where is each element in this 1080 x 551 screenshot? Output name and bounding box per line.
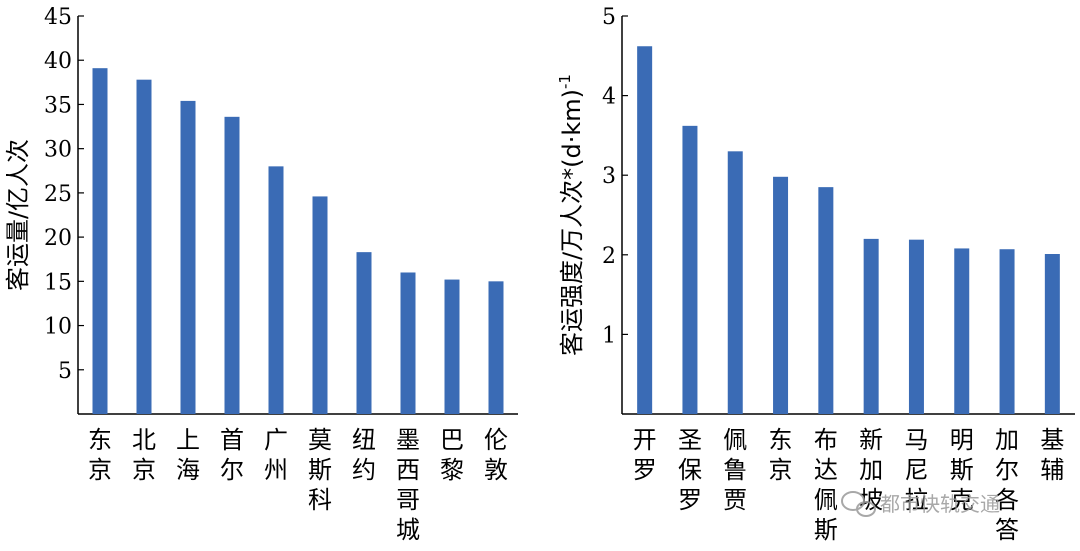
bar-6 [312, 196, 328, 414]
x-category-label: 伦敦 [484, 426, 508, 484]
y-axis-title: 客运量/亿人次 [4, 139, 32, 291]
bar-9 [999, 249, 1015, 414]
x-category-label: 加尔各答 [995, 426, 1019, 544]
y-tick-label: 1 [602, 323, 616, 348]
bar-3 [727, 151, 743, 414]
y-tick-label: 45 [44, 5, 72, 30]
x-category-label: 东京 [88, 426, 112, 484]
wechat-icon [841, 491, 876, 517]
y-axis-title: 客运强度/万人次*(d·km)-1 [556, 74, 586, 356]
x-category-label: 首尔 [220, 426, 244, 484]
bar-6 [863, 238, 879, 414]
x-category-label: 圣保罗 [678, 426, 702, 514]
y-tick-label: 2 [602, 244, 616, 269]
y-tick-label: 25 [44, 182, 72, 207]
bar-1 [92, 68, 108, 414]
y-axis-title-text: 客运量/亿人次 [4, 139, 32, 291]
x-category-label: 北京 [132, 426, 156, 484]
x-category-label: 佩鲁贾 [723, 426, 747, 514]
y-tick-label: 10 [44, 315, 72, 340]
x-category-label: 明斯克 [950, 426, 974, 514]
y-axis-title-text: 客运强度/万人次*(d·km) [558, 89, 586, 356]
bar-4 [773, 176, 789, 414]
y-tick-label: 15 [44, 270, 72, 295]
x-category-label: 莫斯科 [308, 426, 332, 514]
bar-7 [908, 239, 924, 414]
bar-8 [400, 272, 416, 414]
y-tick-label: 40 [44, 49, 72, 74]
x-category-label: 布达佩斯 [814, 426, 838, 544]
bar-4 [224, 116, 240, 415]
x-category-label: 基辅 [1040, 426, 1064, 484]
y-tick-label: 4 [602, 85, 616, 110]
x-category-label: 墨西哥城 [396, 426, 420, 544]
x-category-label: 马尼拉 [904, 426, 928, 514]
y-tick-label: 30 [44, 138, 72, 163]
y-tick-label: 3 [602, 164, 616, 189]
y-tick-label: 5 [602, 5, 616, 30]
chart-passenger-volume: 5 10 15 20 25 30 35 40 45 东京北京上海首尔广州莫斯科纽约墨西哥城巴黎伦敦… [4, 5, 518, 544]
bar-2 [682, 125, 698, 415]
bar-7 [356, 252, 372, 414]
bar-9 [444, 279, 460, 414]
bar-2 [136, 79, 152, 415]
bar-8 [954, 248, 970, 414]
bar-10 [1044, 254, 1060, 414]
bar-1 [637, 46, 653, 415]
bar-5 [268, 166, 284, 414]
x-category-label: 广州 [264, 426, 288, 484]
bar-3 [180, 100, 196, 414]
x-category-label: 上海 [176, 426, 200, 484]
x-category-label: 东京 [769, 426, 793, 484]
y-tick-label: 20 [44, 226, 72, 251]
chart-passenger-intensity: 12345开罗圣保罗佩鲁贾东京布达佩斯新加坡马尼拉明斯克加尔各答基辅客运强度/万… [556, 5, 1075, 544]
y-tick-label: 35 [44, 93, 72, 118]
x-category-label: 纽约 [352, 426, 376, 484]
bar-10 [488, 281, 504, 414]
bar-5 [818, 187, 834, 414]
y-axis-title-superscript: -1 [556, 74, 574, 89]
x-category-label: 巴黎 [440, 426, 464, 484]
x-category-label: 开罗 [633, 426, 657, 484]
y-tick-label: 5 [58, 359, 72, 384]
watermark: 都市快轨交通 [841, 491, 1000, 517]
watermark-text: 都市快轨交通 [880, 492, 1000, 516]
